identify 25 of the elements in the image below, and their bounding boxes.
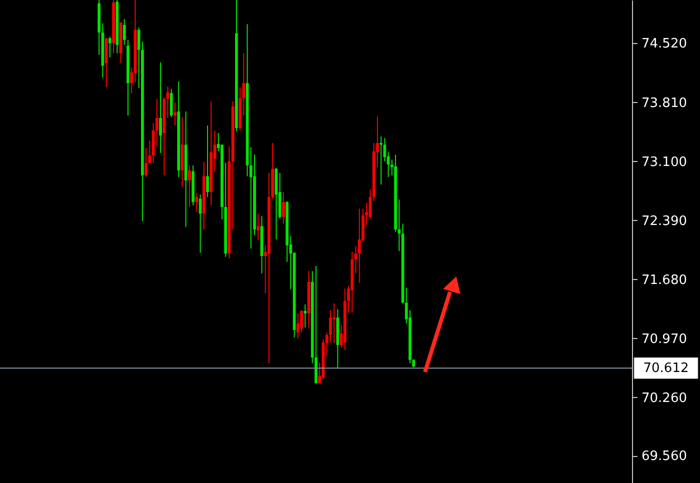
y-tick-label: 73.810	[642, 96, 687, 111]
candlestick	[174, 102, 176, 126]
candlestick	[144, 147, 148, 178]
candlestick	[108, 36, 112, 58]
candlestick	[332, 302, 336, 344]
candlestick	[304, 304, 307, 328]
y-tick-label: 70.260	[642, 390, 687, 406]
y-tick-label: 74.520	[642, 36, 687, 52]
y-tick-label: 73.100	[642, 154, 687, 170]
candlestick	[256, 213, 260, 241]
candlestick	[122, 18, 126, 46]
candlestick	[206, 125, 209, 198]
candlestick	[380, 136, 383, 186]
y-tick-label: 69.560	[642, 449, 687, 464]
y-tick-label: 71.680	[642, 272, 687, 288]
ref-line-label: 70.612	[643, 361, 689, 376]
candlestick	[170, 88, 173, 118]
candlestick	[282, 192, 285, 224]
candlestick	[188, 164, 191, 208]
candlestick	[195, 192, 198, 212]
candlestick	[358, 208, 361, 284]
y-tick-label: 70.970	[642, 332, 687, 347]
candlestick	[296, 312, 300, 339]
candlestick	[159, 62, 162, 154]
y-tick-label: 72.390	[642, 214, 687, 229]
